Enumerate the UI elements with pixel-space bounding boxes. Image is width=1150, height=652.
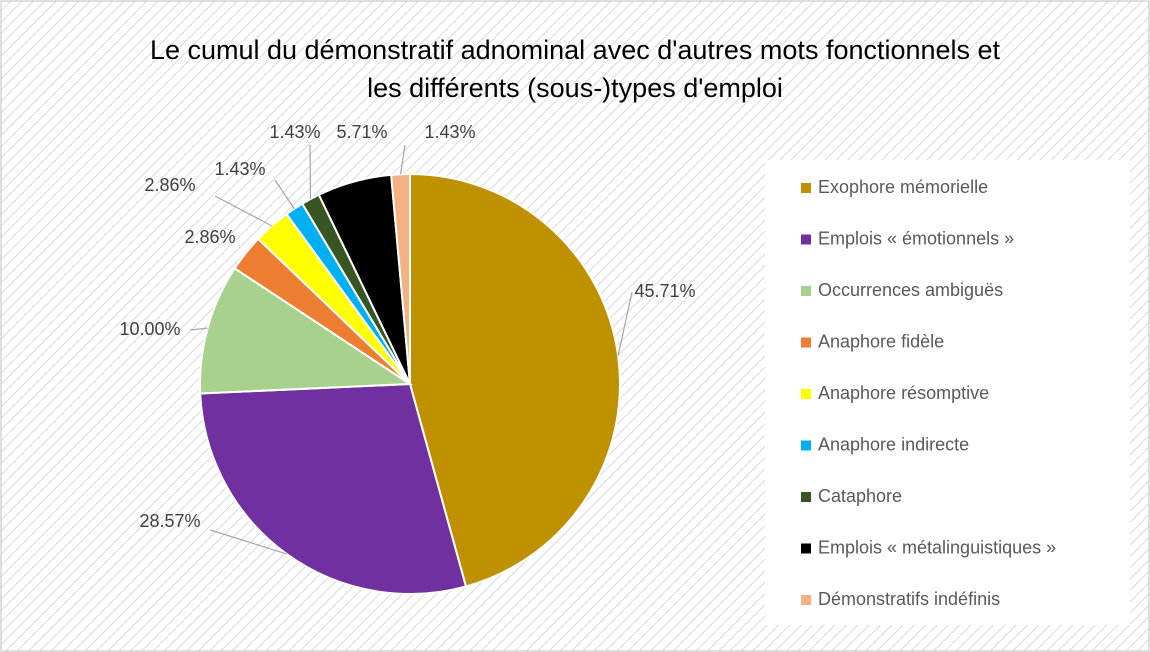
leader-line [189,327,208,331]
data-label: 1.43% [424,122,475,142]
data-label: 28.57% [139,511,200,531]
legend-marker [801,389,811,399]
leader-line [274,179,295,210]
legend-marker [801,595,811,605]
data-label: 1.43% [269,122,320,142]
data-label: 1.43% [214,159,265,179]
pie-slice [199,382,468,595]
data-label: 5.71% [336,122,387,142]
legend-label: Anaphore indirecte [818,434,969,454]
leader-line [209,529,287,555]
leader-line [214,195,273,227]
chart-title: les différents (sous-)types d'emploi [367,73,783,103]
legend-marker [801,183,811,193]
legend-label: Emplois « métalinguistiques » [818,537,1056,557]
leader-line [617,291,633,356]
data-label: 2.86% [184,227,235,247]
chart-title: Le cumul du démonstratif adnominal avec … [150,35,1001,65]
legend-marker [801,286,811,296]
legend-label: Anaphore résomptive [818,383,989,403]
legend-box [765,160,1130,625]
leader-line [309,144,312,200]
legend-label: Occurrences ambiguës [818,280,1003,300]
legend-marker [801,234,811,245]
legend-marker [801,440,811,451]
legend-label: Exophore mémorielle [818,177,988,197]
legend-marker [801,543,811,554]
legend-label: Démonstratifs indéfinis [818,589,1000,609]
pie-slice [199,266,414,395]
legend-label: Cataphore [818,486,902,506]
legend-label: Emplois « émotionnels » [818,228,1014,248]
legend-marker [801,337,811,348]
leader-line [399,144,406,175]
pie-slice [409,172,621,588]
data-label: 2.86% [144,175,195,195]
legend-marker [801,492,811,502]
data-label: 10.00% [119,319,180,339]
data-label: 45.71% [634,281,695,301]
legend-label: Anaphore fidèle [818,331,944,351]
